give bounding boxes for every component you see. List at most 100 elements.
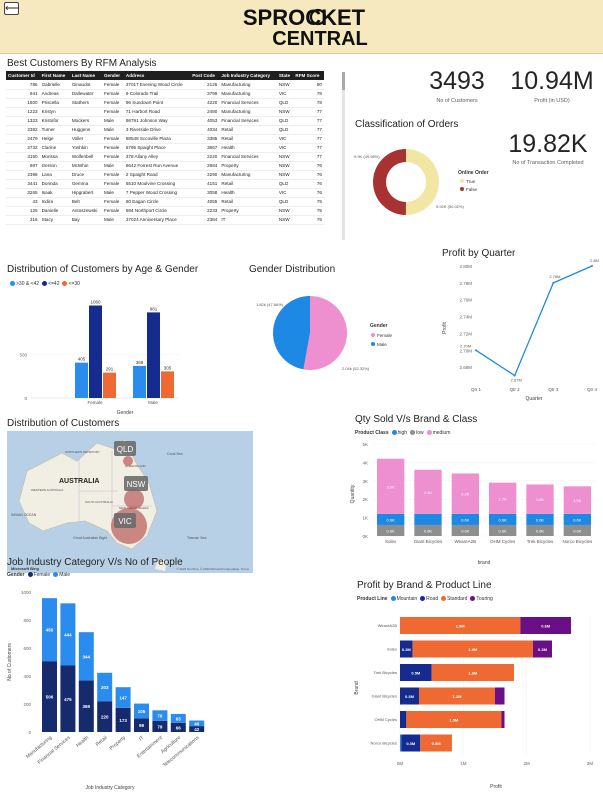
back-arrow-icon[interactable]: ⟵ [4,2,20,15]
bar [133,365,146,398]
table-row[interactable]: 2382 Turner Huggens Male 3 Riverside Drive 40… [6,125,324,135]
table-cell: VIC [276,188,294,198]
table-row[interactable]: 1223 Kristyn Female 71 Harbort Road 2480 Manu… [6,107,324,117]
table-cell: 3799 [190,89,220,99]
rfm-column-header[interactable]: RFM Score [293,71,324,80]
y-tick-label: 0 [28,730,31,735]
rfm-table-scrollbar[interactable] [342,72,345,240]
bar-segment [97,672,113,702]
legend-item-label[interactable]: Male [59,572,71,578]
table-cell: Kristofor [39,116,70,126]
legend-item-label[interactable]: Road [426,596,439,602]
table-row[interactable]: 1600 Priscella Stathers Female 96 Sundown Po… [6,98,324,108]
rfm-column-header[interactable]: Last Name [69,71,102,80]
y-tick-label: 2.80M [459,264,472,269]
transactions-kpi-value: 19.82K [508,130,588,158]
table-cell: 43 [6,197,40,207]
table-cell: IT [219,215,277,225]
x-tick-label: 3M [587,761,594,766]
table-row[interactable]: 1323 Kristofor Mockers Male 98791 Johnson Wa… [6,116,324,126]
table-cell: NSW [276,170,294,180]
x-tick-label: Retail [95,735,109,748]
bar-data-label: 0.6K [536,517,545,522]
line-point [552,281,555,284]
bar-segment [563,513,591,525]
rfm-column-header[interactable]: Gender [101,71,124,80]
rfm-column-header[interactable]: Post Code [190,71,220,80]
table-cell: 2732 [6,143,40,153]
table-row[interactable]: 43 Indira Belt Female 60 Eagan Circle 4055 Ret… [6,197,324,207]
legend-item-label[interactable]: >30 & <42 [16,281,40,287]
y-tick-label: 5K [362,442,368,447]
legend-item-label[interactable]: <=30 [68,281,80,287]
legend-item-label[interactable]: <=42 [48,281,60,287]
bar-data-label: 450 [46,628,54,633]
bar-segment [189,720,205,727]
profit-brand-bar-chart: 0M 1M 2M 3M 1.9M 0.8M WeareA2B 0.2M 1.9M 0.3M Sole… [354,614,594,790]
ocean-label-indian: INDIAN OCEAN [11,513,37,517]
rfm-column-header[interactable]: Job Industry Category [219,71,277,80]
y-tick-label: WeareA2B [378,623,398,628]
table-cell: 77 [293,152,324,162]
table-row[interactable]: 2732 Clarine Yoshkin Female 5795 Spaight Pla… [6,143,324,153]
table-row[interactable]: 786 Gabrielle Ginaudot Female 37017 Evening … [6,80,324,90]
table-cell: 88548 Sccoville Plaza [123,134,191,144]
legend-item-label[interactable]: Touring [476,596,493,602]
table-row[interactable]: 2398 Lana Druce Female 2 Spaight Road 2290 Man… [6,170,324,180]
legend-item-label[interactable]: Mountain [396,596,418,602]
table-cell: Female [101,206,124,216]
table-cell: 316 [6,215,40,225]
table-cell: 75 [293,197,324,207]
legend-item-label[interactable]: Female [33,572,51,578]
bar-segment [533,640,552,658]
table-row[interactable]: 3150 Morissa Wolfenbell Female 378 Allany Al… [6,152,324,162]
qty-brand-legend: Product Class high low medium [355,430,450,436]
bar-data-label: 0.6K [573,528,582,533]
table-cell: 77 [293,107,324,117]
legend-swatch [420,596,426,601]
table-cell: Financial Services [219,98,277,108]
bar-data-label: 42 [194,727,200,732]
table-row[interactable]: 987 Gerson McWhin Male 8642 Forrest Run Aven… [6,161,324,171]
table-row[interactable]: 941 Andreas Dallewater Female 9 Colorado Tra… [6,89,324,99]
table-row[interactable]: 316 Stacy Bay Male 37024 Anniversary Place 23… [6,215,324,225]
table-cell: 77 [293,116,324,126]
bar-segment [520,617,571,634]
table-cell: Male [101,125,124,135]
table-cell: 2684 [190,161,220,171]
customer-map[interactable]: INDIAN OCEAN Great Australian Bight Cora… [7,431,253,573]
pie-legend-label: Female [377,333,393,338]
donut-legend-title: Online Order [458,170,489,176]
table-cell: Male [101,188,124,198]
bar-segment [563,524,591,536]
rfm-column-header[interactable]: Address [123,71,191,80]
table-cell: Indira [39,197,70,207]
table-row[interactable]: 3441 Dorinda Gemma Female 5510 Moulvine Cros… [6,179,324,189]
legend-item-label[interactable]: low [416,430,424,436]
x-tick-label: IT [138,735,145,742]
table-cell: Clarine [39,143,70,153]
table-cell: Manufacturing [219,89,277,99]
table-cell: 684 Northport Circle [123,206,191,216]
bar-segment [414,469,442,514]
rfm-column-header[interactable]: Customer Id [6,71,40,80]
ocean-label-tasman: Tasman Sea [187,536,207,540]
table-row[interactable]: 3265 Isaak Hipgrabert Male 7 Pepper Wood Cro… [6,188,324,198]
legend-item-label[interactable]: high [397,430,408,436]
bar-data-label: 63 [176,716,182,721]
table-row[interactable]: 2479 Helge Voller Female 88548 Sccoville Pla… [6,134,324,144]
rfm-column-header[interactable]: First Name [39,71,70,80]
table-cell: Turner [39,125,70,135]
table-row[interactable]: 125 Danielle Antoszewski Female 684 Northpor… [6,206,324,216]
legend-item-label[interactable]: Standard [447,596,468,602]
map-attribution: © 2023 TomTom, © 2023 Microsoft Corporat… [176,567,249,571]
legend-item-label[interactable]: medium [432,430,451,436]
table-cell: 1323 [6,116,40,126]
y-tick-label: 2K [362,497,368,502]
bar-segment [414,524,442,536]
pie-legend-label: Male [377,342,387,347]
legend-swatch [470,596,476,601]
bar-segment [412,640,533,658]
bar-data-label: 0.3M [538,647,548,652]
rfm-column-header[interactable]: State [276,71,294,80]
